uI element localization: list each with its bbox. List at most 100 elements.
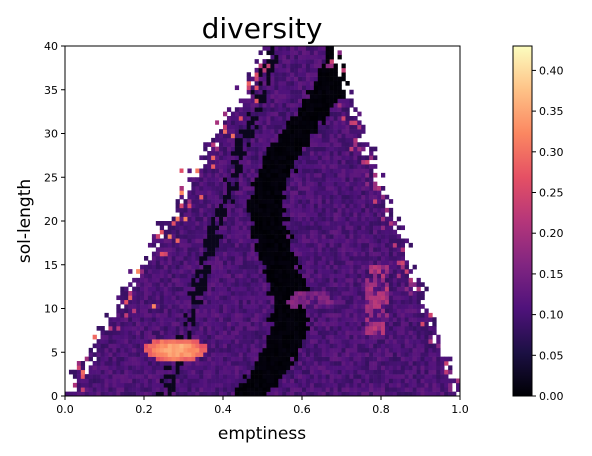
heatmap-cell [329,256,334,261]
heatmap-cell [226,299,232,305]
heatmap-cell [290,352,295,357]
heatmap-cell [187,299,192,305]
heatmap-cell [313,207,319,213]
heatmap-cell [274,374,279,379]
heatmap-cell [357,172,362,178]
heatmap-cell [302,339,307,344]
heatmap-cell [238,251,244,257]
heatmap-cell [274,321,279,327]
heatmap-cell [159,308,165,314]
heatmap-cell [282,238,287,244]
heatmap-cell [108,317,113,322]
heatmap-cell [309,326,315,331]
heatmap-cell [266,50,271,56]
heatmap-cell [203,273,208,279]
heatmap-cell [321,159,326,165]
heatmap-cell [84,382,89,388]
heatmap-cell [309,260,315,266]
heatmap-cell [195,295,200,301]
heatmap-cell [258,63,263,69]
heatmap-cell [211,352,216,357]
heatmap-cell [329,260,334,266]
heatmap-cell [381,361,386,366]
heatmap-cell [392,352,398,357]
heatmap-cell [420,369,425,375]
heatmap-cell [309,387,315,392]
heatmap-cell [179,374,184,379]
heatmap-cell [388,277,394,283]
heatmap-cell [313,251,319,257]
heatmap-cell [278,181,283,187]
heatmap-cell [353,172,358,178]
heatmap-cell [242,172,247,178]
heatmap-cell [215,382,220,388]
heatmap-cell [207,142,212,147]
heatmap-cell [345,339,350,344]
heatmap-cell [333,137,338,143]
heatmap-cell [104,330,109,336]
heatmap-cell [120,387,125,392]
heatmap-cell [424,321,429,327]
heatmap-cell [412,374,417,379]
heatmap-cell [144,391,149,397]
heatmap-cell [392,256,398,261]
heatmap-cell [250,295,255,301]
heatmap-cell [258,339,263,344]
heatmap-cell [223,308,228,314]
heatmap-cell [223,256,228,261]
heatmap-cell [250,387,255,392]
heatmap-cell [349,382,354,388]
heatmap-cell [278,155,283,161]
heatmap-cell [325,269,330,274]
heatmap-cell [420,295,425,301]
heatmap-cell [357,317,362,322]
heatmap-cell [357,312,362,318]
heatmap-cell [179,299,184,305]
heatmap-cell [313,216,319,222]
heatmap-cell [211,361,216,366]
heatmap-cell [341,199,346,204]
heatmap-cell [444,356,449,362]
heatmap-cell [345,155,350,161]
heatmap-cell [234,391,240,397]
heatmap-cell [309,361,315,366]
heatmap-cell [155,321,161,327]
heatmap-cell [199,369,204,375]
heatmap-cell [325,124,330,130]
heatmap-cell [226,207,232,213]
heatmap-cell [128,282,133,287]
heatmap-cell [298,111,303,117]
heatmap-cell [416,374,421,379]
heatmap-cell [313,282,319,287]
heatmap-cell [171,352,176,357]
heatmap-cell [361,378,366,384]
heatmap-cell [242,221,247,226]
heatmap-cell [373,374,378,379]
heatmap-cell [298,238,303,244]
heatmap-cell [456,382,461,388]
heatmap-cell [341,225,346,231]
heatmap-cell [353,365,358,371]
heatmap-cell [238,304,244,309]
heatmap-cell [337,238,342,244]
heatmap-cell [428,326,433,331]
heatmap-cell [345,137,350,143]
heatmap-cell [234,142,240,147]
heatmap-cell [286,391,291,397]
heatmap-cell [155,291,161,296]
heatmap-cell [207,277,212,283]
heatmap-cell [305,129,311,134]
heatmap-cell [140,374,145,379]
heatmap-cell [373,260,378,266]
heatmap-cell [373,326,378,331]
heatmap-cell [305,273,311,279]
heatmap-cell [262,365,267,371]
heatmap-cell [361,291,366,296]
heatmap-cell [436,391,441,397]
y-tick-label: 5 [51,346,58,359]
heatmap-cell [294,339,299,344]
heatmap-cell [100,347,105,353]
heatmap-cell [223,194,228,200]
heatmap-cell [250,238,255,244]
heatmap-cell [230,155,236,161]
